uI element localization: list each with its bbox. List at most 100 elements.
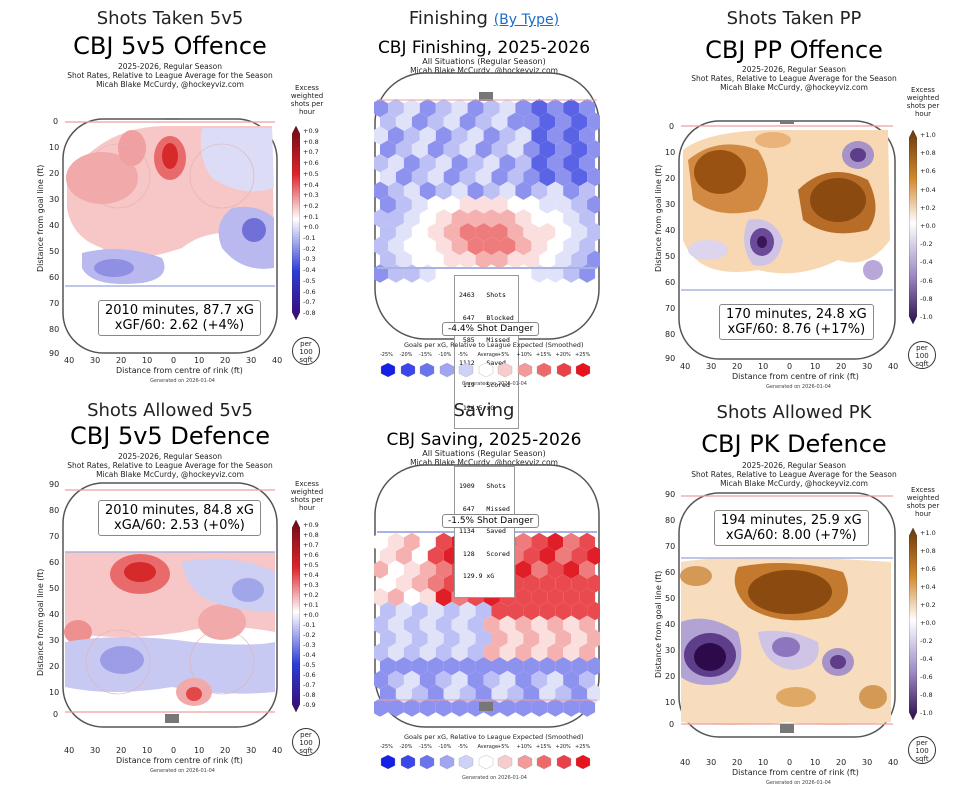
hex-cell [427, 140, 444, 159]
hex-cell [419, 209, 436, 228]
colorbar-tick: +0.4 [920, 185, 936, 194]
x-tick: 10 [194, 356, 205, 365]
legend-swatch [497, 362, 513, 378]
hex-cell [587, 546, 600, 565]
legend-swatch [556, 362, 571, 378]
hex-cell [491, 112, 508, 131]
legend-label: +5% [497, 352, 510, 358]
hex-cell [507, 601, 524, 621]
unit-line: sqft [915, 360, 929, 368]
hex-cell [388, 560, 404, 579]
hex-cell [451, 236, 468, 256]
colorbar [292, 520, 300, 712]
hex-cell [531, 181, 548, 200]
hex-cell [523, 195, 540, 214]
hex-cell [467, 181, 484, 200]
shot-danger-box: -1.5% Shot Danger [442, 514, 540, 528]
y-tick: 40 [665, 620, 676, 629]
x-axis-label: Distance from centre of rink (ft) [116, 756, 243, 765]
panel-saving: Saving CBJ Saving, 2025-2026 All Situati… [334, 396, 634, 786]
hex-cell [579, 588, 596, 607]
legend-label: -15% [419, 352, 432, 358]
subtitle-line: Micah Blake McCurdy, @hockeyviz.com [720, 83, 868, 92]
hex-cell [539, 167, 556, 187]
hex-cell [539, 684, 556, 703]
hex-cell [395, 684, 412, 703]
hex-cell [499, 643, 516, 662]
colorbar-tick: +0.4 [303, 180, 319, 189]
hex-cell [491, 657, 508, 676]
hex-cell [395, 601, 412, 621]
hex-cell [563, 588, 580, 607]
legend-swatch [517, 362, 532, 378]
subtitle-line: Micah Blake McCurdy, @hockeyviz.com [720, 479, 868, 488]
subtitle-line: Shot Rates, Relative to League Average f… [67, 71, 273, 80]
hex-cell [388, 126, 404, 145]
hex-cell [380, 629, 396, 648]
legend-label: +25% [575, 352, 591, 358]
hex-cell [483, 126, 500, 145]
summary-line: xGF/60: 2.62 (+4%) [114, 318, 245, 333]
hex-cell [475, 195, 492, 214]
subtitle: 2025-2026, Regular Season Shot Rates, Re… [644, 65, 944, 92]
x-tick: 20 [836, 362, 847, 371]
y-axis-label: Distance from goal line (ft) [36, 568, 45, 676]
hex-cell [411, 195, 428, 214]
hex-cell [523, 629, 540, 648]
hex-heatmap [374, 72, 600, 340]
summary-box: 2010 minutes, 84.8 xG xGA/60: 2.53 (+0%) [98, 500, 261, 536]
x-tick: 10 [194, 746, 205, 755]
subtitle-line: 2025-2026, Regular Season [741, 65, 847, 74]
chart-title: CBJ PK Defence [701, 430, 887, 458]
legend-label: Average [477, 744, 499, 750]
hex-cell [539, 250, 556, 269]
hex-cell [427, 167, 444, 187]
hex-cell [388, 209, 404, 228]
hex-cell [388, 98, 404, 118]
shot-counts-box: 1909 Shots 647 Missed 1134 Saved 128 Sco… [454, 466, 515, 598]
x-tick: 40 [272, 746, 283, 755]
colorbar-tick: -0.7 [303, 681, 316, 689]
hex-cell [403, 698, 420, 717]
colorbar-tick: +0.8 [303, 137, 319, 146]
colorbar-tick: -0.1 [303, 621, 316, 629]
y-axis-label: Distance from goal line (ft) [36, 164, 45, 272]
hex-cell [531, 670, 548, 690]
hex-cell [427, 546, 444, 565]
by-type-link[interactable]: (By Type) [493, 12, 560, 28]
rink-heatmap [678, 120, 896, 360]
hex-cell [587, 629, 600, 648]
hex-cell [483, 670, 500, 690]
summary-line: 170 minutes, 24.8 xG [726, 307, 867, 322]
hex-cell [507, 112, 524, 131]
hex-cell [571, 601, 588, 621]
colorbar-tick: +0.5 [303, 561, 319, 569]
shot-count-line: 647 Blocked [459, 313, 514, 322]
hex-cell [451, 209, 468, 228]
panel-5v5-defence: Shots Allowed 5v5 CBJ 5v5 Defence 2025-2… [20, 396, 323, 786]
hex-cell [435, 126, 452, 145]
hex-cell [388, 154, 404, 173]
x-tick: 20 [116, 746, 127, 755]
hex-cell [395, 167, 412, 187]
unit-line: 100 [915, 352, 929, 360]
colorbar-title: Excess weighted shots per hour [906, 486, 940, 518]
hex-cell [563, 615, 580, 634]
colorbar-tick: +0.9 [303, 521, 319, 529]
subtitle-line: All Situations (Regular Season) [422, 57, 546, 66]
hex-cell [531, 154, 548, 173]
colorbar-tick: -0.8 [303, 691, 316, 699]
hex-cell [411, 250, 428, 269]
hex-cell [411, 112, 428, 131]
colorbar-tick: +0.6 [920, 167, 936, 176]
x-axis-label: Distance from centre of rink (ft) [732, 768, 859, 777]
colorbar-tick: +0.1 [303, 601, 319, 609]
hex-cell [547, 98, 564, 118]
hex-cell [475, 657, 492, 676]
hex-cell [499, 181, 516, 200]
hex-cell [443, 112, 460, 131]
hex-cell [380, 601, 396, 621]
hex-cell [523, 657, 540, 676]
legend-swatch [380, 754, 396, 770]
shot-count-line: 585 Missed [459, 336, 510, 344]
